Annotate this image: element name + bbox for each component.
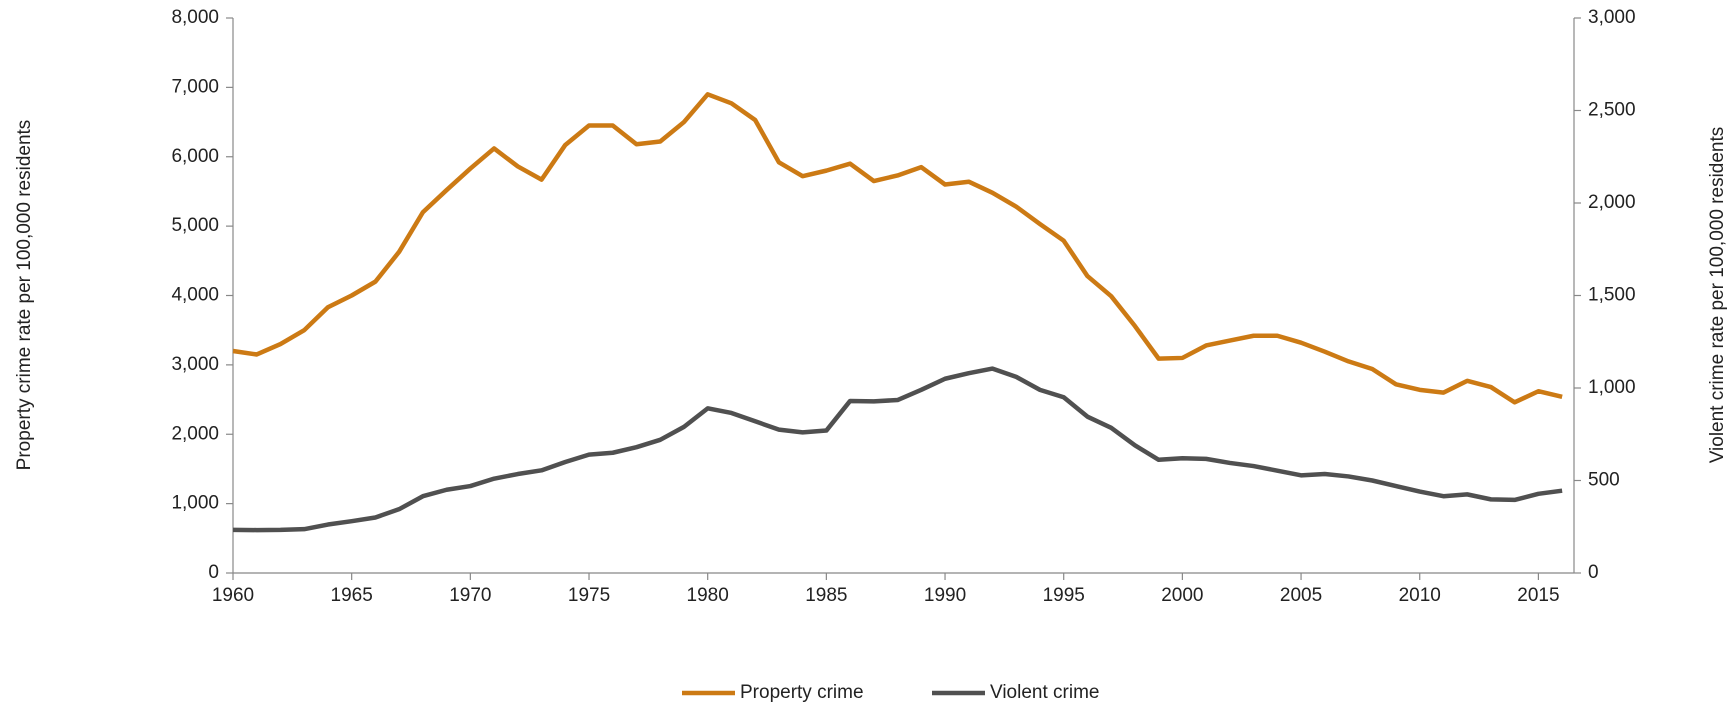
legend-label: Property crime — [740, 682, 864, 703]
x-tick-label: 2005 — [1280, 585, 1322, 606]
x-tick-label: 1960 — [212, 585, 254, 606]
x-tick-label: 1985 — [805, 585, 847, 606]
y2-tick-label: 1,500 — [1588, 285, 1636, 306]
x-tick-label: 1980 — [687, 585, 729, 606]
y2-axis-label: Violent crime rate per 100,000 residents — [1707, 127, 1728, 464]
y-tick-label: 6,000 — [171, 146, 219, 167]
y2-tick-label: 0 — [1588, 562, 1599, 583]
y-axis-label: Property crime rate per 100,000 resident… — [14, 120, 35, 471]
x-tick-label: 2010 — [1399, 585, 1441, 606]
x-tick-label: 1990 — [924, 585, 966, 606]
x-tick-label: 1975 — [568, 585, 610, 606]
y2-tick-label: 2,000 — [1588, 192, 1636, 213]
series-line — [232, 92, 1563, 405]
series-line — [232, 366, 1563, 533]
x-tick-label: 1965 — [331, 585, 373, 606]
x-tick-label: 1970 — [449, 585, 491, 606]
y-tick-label: 2,000 — [171, 423, 219, 444]
y-tick-label: 4,000 — [171, 285, 219, 306]
y2-tick-label: 2,500 — [1588, 100, 1636, 121]
x-tick-label: 2000 — [1161, 585, 1203, 606]
x-tick-label: 1995 — [1043, 585, 1085, 606]
y-tick-label: 5,000 — [171, 215, 219, 236]
y-tick-label: 7,000 — [171, 76, 219, 97]
y-tick-label: 0 — [208, 562, 219, 583]
y-tick-label: 1,000 — [171, 493, 219, 514]
x-tick-label: 2015 — [1517, 585, 1559, 606]
y-tick-label: 3,000 — [171, 354, 219, 375]
y2-tick-label: 3,000 — [1588, 7, 1636, 28]
legend-label: Violent crime — [990, 682, 1099, 703]
y2-tick-label: 500 — [1588, 470, 1620, 491]
y2-tick-label: 1,000 — [1588, 377, 1636, 398]
y-tick-label: 8,000 — [171, 7, 219, 28]
